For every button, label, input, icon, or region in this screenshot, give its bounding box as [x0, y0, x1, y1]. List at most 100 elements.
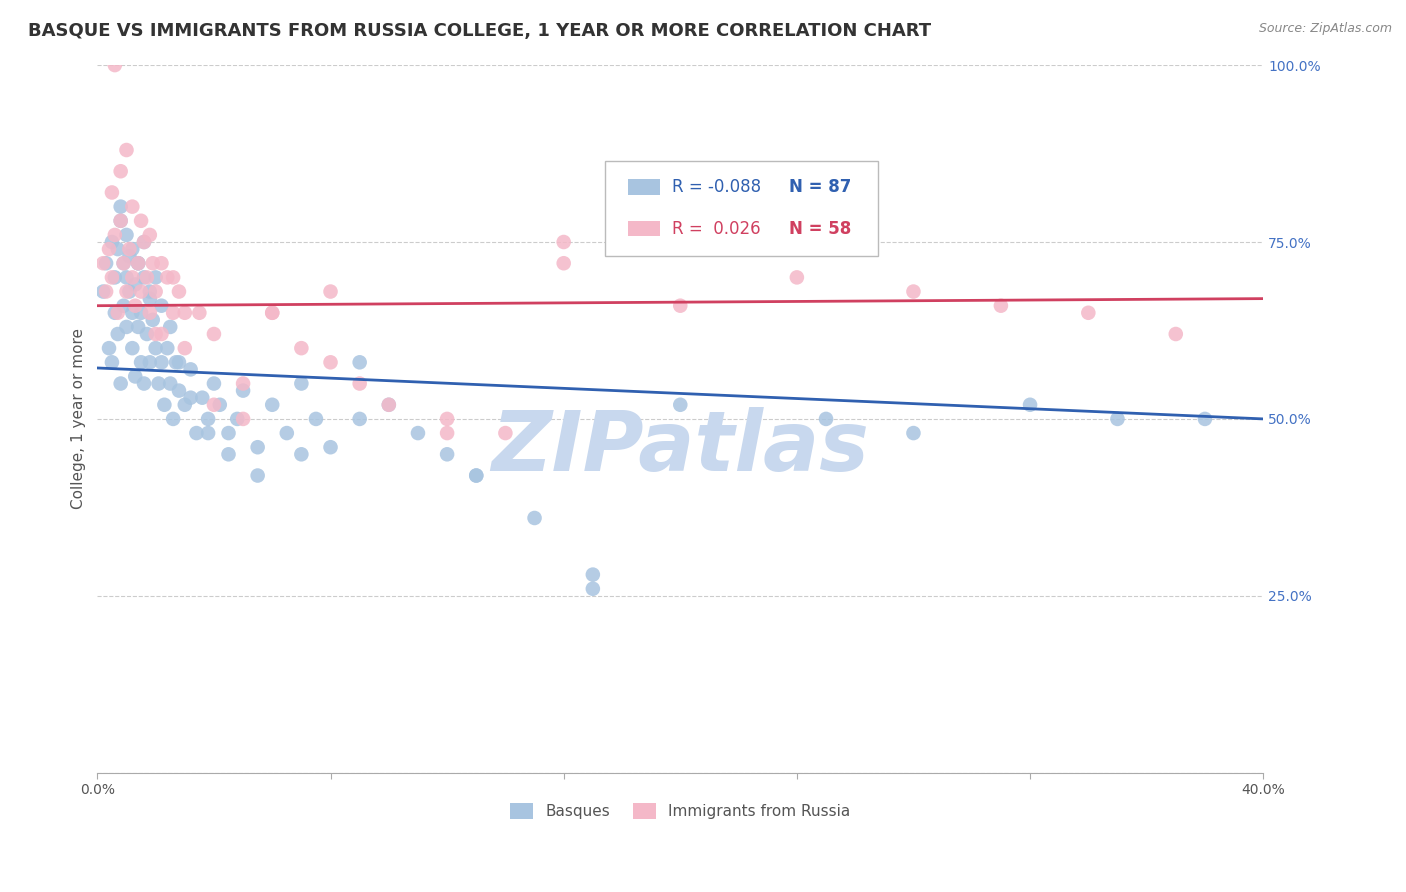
- Point: [406, 426, 429, 441]
- Point: [127, 256, 149, 270]
- Point: [139, 285, 162, 299]
- Point: [101, 355, 124, 369]
- Point: [150, 355, 173, 369]
- Point: [494, 426, 516, 441]
- Point: [465, 468, 488, 483]
- Point: [124, 299, 146, 313]
- Point: [305, 412, 328, 426]
- Point: [115, 143, 138, 157]
- Point: [129, 306, 152, 320]
- Point: [218, 426, 240, 441]
- Point: [145, 341, 167, 355]
- Point: [159, 320, 181, 334]
- Point: [262, 306, 284, 320]
- Point: [121, 306, 143, 320]
- Point: [124, 277, 146, 292]
- Point: [132, 270, 155, 285]
- Point: [319, 355, 342, 369]
- Point: [582, 567, 605, 582]
- Point: [990, 299, 1012, 313]
- Point: [232, 384, 254, 398]
- Point: [197, 412, 219, 426]
- Point: [290, 447, 312, 461]
- Point: [349, 355, 371, 369]
- Text: N = 87: N = 87: [789, 178, 851, 196]
- Point: [107, 326, 129, 341]
- Point: [582, 582, 605, 596]
- Point: [180, 391, 202, 405]
- Point: [553, 235, 575, 249]
- Point: [135, 270, 157, 285]
- Point: [1194, 412, 1216, 426]
- Point: [156, 270, 179, 285]
- Text: ZIPatlas: ZIPatlas: [491, 407, 869, 488]
- Point: [104, 227, 127, 242]
- Text: R = -0.088: R = -0.088: [672, 178, 761, 196]
- Point: [202, 326, 225, 341]
- Point: [159, 376, 181, 391]
- Point: [150, 299, 173, 313]
- Point: [173, 306, 195, 320]
- Point: [115, 285, 138, 299]
- Point: [91, 285, 114, 299]
- Point: [290, 341, 312, 355]
- Point: [129, 285, 152, 299]
- Point: [132, 235, 155, 249]
- FancyBboxPatch shape: [605, 161, 879, 256]
- Point: [262, 306, 284, 320]
- Bar: [628, 179, 661, 194]
- Point: [110, 214, 132, 228]
- Point: [191, 391, 214, 405]
- Point: [523, 511, 546, 525]
- Point: [104, 58, 127, 72]
- Point: [91, 256, 114, 270]
- Point: [903, 426, 925, 441]
- Bar: [628, 221, 661, 236]
- Point: [436, 426, 458, 441]
- Point: [162, 306, 184, 320]
- Point: [127, 256, 149, 270]
- Point: [115, 270, 138, 285]
- Point: [98, 341, 121, 355]
- Point: [104, 306, 127, 320]
- Point: [276, 426, 298, 441]
- Point: [132, 235, 155, 249]
- Point: [208, 398, 231, 412]
- Text: BASQUE VS IMMIGRANTS FROM RUSSIA COLLEGE, 1 YEAR OR MORE CORRELATION CHART: BASQUE VS IMMIGRANTS FROM RUSSIA COLLEGE…: [28, 22, 931, 40]
- Point: [118, 249, 141, 263]
- Point: [903, 285, 925, 299]
- Point: [110, 164, 132, 178]
- Point: [150, 256, 173, 270]
- Point: [197, 426, 219, 441]
- Point: [145, 285, 167, 299]
- Point: [186, 426, 208, 441]
- Point: [112, 256, 135, 270]
- Point: [319, 440, 342, 454]
- Point: [98, 242, 121, 256]
- Point: [107, 242, 129, 256]
- Point: [465, 468, 488, 483]
- Point: [115, 320, 138, 334]
- Point: [669, 299, 692, 313]
- Point: [94, 256, 117, 270]
- Point: [118, 242, 141, 256]
- Point: [142, 313, 165, 327]
- Point: [101, 186, 124, 200]
- Point: [167, 355, 190, 369]
- Point: [139, 292, 162, 306]
- Point: [188, 306, 211, 320]
- Point: [145, 270, 167, 285]
- Point: [349, 412, 371, 426]
- Point: [139, 306, 162, 320]
- Point: [129, 355, 152, 369]
- Point: [1077, 306, 1099, 320]
- Point: [162, 412, 184, 426]
- Point: [290, 376, 312, 391]
- Point: [150, 326, 173, 341]
- Point: [814, 412, 837, 426]
- Point: [118, 285, 141, 299]
- Point: [121, 200, 143, 214]
- Legend: Basques, Immigrants from Russia: Basques, Immigrants from Russia: [505, 797, 856, 825]
- Point: [121, 270, 143, 285]
- Text: Source: ZipAtlas.com: Source: ZipAtlas.com: [1258, 22, 1392, 36]
